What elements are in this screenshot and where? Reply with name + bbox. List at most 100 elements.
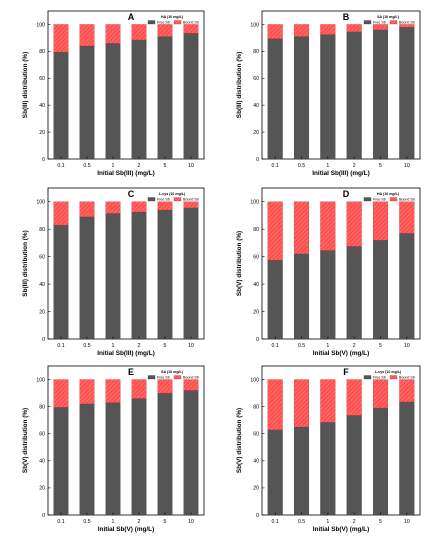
legend-label-free: Free Sb [157,21,170,25]
bar-bound-sb [372,379,389,409]
x-tick-label: 10 [404,519,410,525]
x-tick-label: 0.5 [298,343,305,349]
plot-frame [47,187,205,340]
bar-bound-sb [183,24,199,34]
bar-free-sb [157,36,173,160]
chart-panel-e: 0 20 40 60 80 100 0.1 0.5 1 2 5 10 Initial Sb(V) (mg… [22,365,205,533]
y-tick-label: 60 [253,254,259,260]
bar-free-sb [157,209,173,340]
y-tick-label: 80 [39,404,45,410]
x-axis-label: Initial Sb(V) (mg/L) [313,526,369,533]
y-axis-label: Sb(III) distribution (%) [22,230,29,296]
bar-free-sb [183,33,199,160]
bar-free-sb [399,233,415,340]
y-tick-label: 20 [253,130,259,136]
bar-free-sb [131,39,147,160]
panel-letter: F [343,367,349,377]
plot-frame [47,365,205,516]
x-axis-label: Initial Sb(III) (mg/L) [97,170,155,177]
bar-free-sb [293,426,310,516]
y-axis-label: Sb(V) distribution (%) [22,408,29,473]
x-tick-label: 0.1 [272,519,279,525]
x-tick-label: 10 [188,163,194,169]
y-tick-label: 20 [253,486,259,492]
legend-label-free: Free Sb [373,21,386,25]
bar-bound-sb [399,379,415,403]
bar-bound-sb [131,201,147,213]
bar-free-sb [399,401,415,516]
chart-panel-a: 0 20 40 60 80 100 0.1 0.5 1 2 5 10 Initial Sb(III) (… [22,10,205,177]
bar-free-sb [293,253,310,340]
y-tick-label: 100 [250,377,259,383]
bar-free-sb [346,415,362,516]
y-tick-label: 60 [253,432,259,438]
bar-bound-sb [346,24,362,33]
x-tick-label: 10 [404,163,410,169]
bar-free-sb [183,390,199,516]
x-tick-label: 1 [326,163,329,169]
x-tick-label: 0.5 [83,163,90,169]
bar-free-sb [105,402,121,516]
x-tick-label: 0.1 [57,519,64,525]
legend-label-free: Free Sb [157,198,170,202]
y-tick-label: 60 [39,254,45,260]
y-tick-label: 100 [250,22,259,28]
y-axis-label: Sb(III) distribution (%) [22,52,29,118]
bar-bound-sb [157,201,173,211]
bar-free-sb [372,407,389,516]
legend-label-bound: Bound Sb [399,198,415,202]
y-tick-label: 80 [253,49,259,55]
bar-bound-sb [372,24,389,30]
bar-bound-sb [320,379,336,423]
legend-label-free: Free Sb [157,376,170,380]
legend-swatch-bound [173,20,182,25]
bar-bound-sb [183,201,199,209]
bar-bound-sb [79,24,95,47]
x-tick-label: 0.1 [57,163,64,169]
legend-title: SA (10 mg/L) [377,15,400,19]
x-tick-label: 5 [379,343,382,349]
y-tick-label: 80 [253,404,259,410]
bar-bound-sb [267,379,283,430]
x-tick-label: 1 [112,163,115,169]
panel-letter: E [128,367,134,377]
legend-label-bound: Bound Sb [183,21,199,25]
bar-free-sb [79,45,95,160]
bar-bound-sb [183,379,199,391]
bar-bound-sb [293,379,310,428]
x-tick-label: 5 [164,519,167,525]
y-tick-label: 60 [39,432,45,438]
x-tick-label: 0.5 [83,519,90,525]
y-tick-label: 40 [253,459,259,465]
y-tick-label: 0 [42,513,45,519]
y-tick-label: 0 [42,337,45,343]
bar-bound-sb [105,201,121,214]
x-tick-label: 2 [353,519,356,525]
legend-label-bound: Bound Sb [183,198,199,202]
bar-bound-sb [105,379,121,403]
legend-title: HA (10 mg/L) [161,15,184,19]
bar-bound-sb [79,379,95,405]
bar-free-sb [105,213,121,340]
x-axis-label: Initial Sb(III) (mg/L) [97,350,155,357]
x-tick-label: 10 [188,343,194,349]
chart-panel-f: 0 20 40 60 80 100 0.1 0.5 1 2 5 10 Initial Sb(V) (mg… [236,365,421,533]
y-tick-label: 60 [253,76,259,82]
chart-panel-b: 0 20 40 60 80 100 0.1 0.5 1 2 5 10 Initial Sb(III) (… [236,10,421,177]
x-tick-label: 0.5 [298,519,305,525]
bar-bound-sb [131,379,147,399]
x-tick-label: 5 [164,343,167,349]
legend-swatch-bound [389,20,398,25]
bar-free-sb [399,26,415,160]
bar-bound-sb [346,201,362,247]
bar-bound-sb [293,201,310,255]
bar-free-sb [320,422,336,516]
legend-title: SA (10 mg/L) [161,370,184,374]
legend-swatch-bound [173,197,182,202]
y-tick-label: 100 [36,22,45,28]
legend-label-free: Free Sb [373,198,386,202]
legend-label-bound: Bound Sb [183,376,199,380]
x-tick-label: 5 [379,163,382,169]
